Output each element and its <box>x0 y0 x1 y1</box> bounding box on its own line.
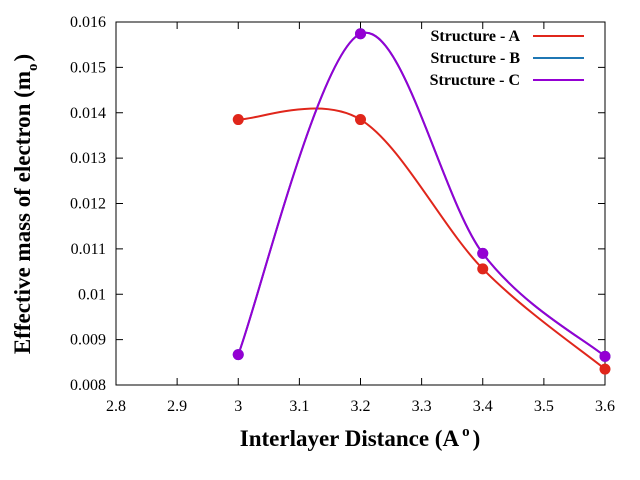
y-tick-label: 0.012 <box>70 196 106 213</box>
data-point <box>232 114 244 126</box>
data-point <box>477 263 489 275</box>
y-tick-label: 0.014 <box>70 105 106 122</box>
legend-label: Structure - C <box>430 72 520 89</box>
axis-ticks: 2.8 2.9 3 3.1 3.2 3.3 3.4 3.5 3.6 0.008 0.009 0.01 0… <box>70 14 615 415</box>
data-point <box>599 350 611 362</box>
series-points <box>232 28 611 375</box>
x-tick-label: 2.8 <box>106 398 126 415</box>
series-line <box>238 107 606 370</box>
data-point <box>477 247 489 259</box>
series-curves <box>237 31 606 370</box>
legend-label: Structure - A <box>431 28 521 45</box>
series-line <box>237 31 606 358</box>
y-axis-title: Effective mass of electron (mo) <box>10 54 41 354</box>
x-axis-title: Interlayer Distance (A o) <box>240 424 480 451</box>
x-tick-label: 3.4 <box>473 398 493 415</box>
y-tick-label: 0.013 <box>70 150 106 167</box>
data-point <box>355 28 366 40</box>
y-tick-label: 0.016 <box>70 14 106 31</box>
y-tick-label: 0.011 <box>71 241 106 258</box>
plot-frame <box>115 21 606 386</box>
legend: Structure - A Structure - B Structure - C <box>430 28 584 89</box>
legend-label: Structure - B <box>431 50 521 67</box>
series-line <box>237 31 606 358</box>
x-tick-label: 3.5 <box>534 398 554 415</box>
x-tick-label: 3.1 <box>289 398 309 415</box>
y-tick-label: 0.015 <box>70 59 106 76</box>
data-point <box>599 363 611 375</box>
data-point <box>355 114 366 126</box>
x-tick-label: 2.9 <box>167 398 187 415</box>
x-tick-label: 3 <box>234 398 242 415</box>
y-tick-label: 0.008 <box>70 377 106 394</box>
data-point <box>232 349 244 361</box>
y-tick-label: 0.01 <box>78 286 106 303</box>
x-tick-label: 3.3 <box>412 398 432 415</box>
x-tick-label: 3.6 <box>595 398 615 415</box>
x-tick-label: 3.2 <box>351 398 371 415</box>
y-tick-label: 0.009 <box>70 332 106 349</box>
